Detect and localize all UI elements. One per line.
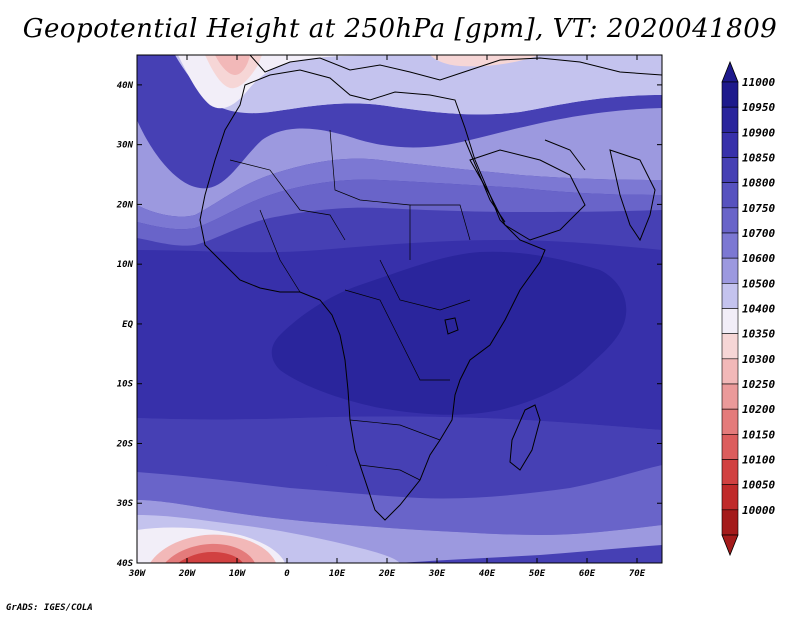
india-coastline <box>609 149 656 242</box>
colorbar-label: 10500 <box>742 277 775 290</box>
persian-gulf <box>544 139 586 171</box>
lon-tick-label: 60E <box>579 569 596 579</box>
colorbar-label: 10850 <box>742 152 775 165</box>
colorbar-swatch <box>721 383 739 410</box>
colorbar-swatch <box>721 459 739 485</box>
colorbar-label: 10050 <box>742 479 775 492</box>
arabia-coastline <box>469 149 586 241</box>
colorbar-swatch <box>721 484 739 511</box>
contour-band-10750-south <box>137 465 662 535</box>
madagascar-coastline <box>509 404 541 471</box>
colorbar-swatch <box>721 434 739 460</box>
africa-coastline <box>199 69 546 521</box>
colorbar-label: 10400 <box>742 303 775 316</box>
colorbar-label: 10300 <box>742 353 775 366</box>
colorbar-swatch <box>721 408 739 435</box>
contour-band-10700 <box>137 158 662 230</box>
grads-credit: GrADS: IGES/COLA <box>6 603 93 613</box>
colorbar-label: 10000 <box>742 504 775 517</box>
longitude-axis: 30W 20W 10W 0 10E 20E 30E 40E 50E 60E 70E <box>128 55 646 579</box>
lat-tick-label: 20N <box>116 200 134 210</box>
colorbar-label: 11000 <box>742 76 775 89</box>
colorbar-label: 10100 <box>742 454 775 467</box>
lon-tick-label: 70E <box>629 569 646 579</box>
colorbar-label: 10600 <box>742 252 775 265</box>
map-title: Geopotential Height at 250hPa [gpm], VT:… <box>22 14 778 44</box>
colorbar-label: 10250 <box>742 378 775 391</box>
colorbar-swatch <box>721 132 739 158</box>
lon-tick-label: 50E <box>529 569 546 579</box>
lon-tick-label: 30E <box>428 569 446 579</box>
contour-band-10850-south <box>137 416 662 471</box>
colorbar-swatch <box>721 358 739 385</box>
contour-band-10500-north-patch <box>232 64 662 115</box>
contour-band-10100-south <box>178 552 243 563</box>
lat-tick-label: 40N <box>117 81 134 91</box>
colorbar-swatch <box>721 207 739 234</box>
lat-tick-label: 10S <box>117 380 134 390</box>
contour-band-10600 <box>137 108 662 217</box>
colorbar-bottom-arrow <box>721 534 739 557</box>
colorbar-swatch <box>721 257 739 284</box>
country-borders <box>229 129 471 481</box>
contour-band-10350-northeast <box>430 55 540 67</box>
lon-tick-label: 10E <box>329 569 346 579</box>
colorbar-swatch <box>721 283 739 309</box>
latitude-axis: 40N 30N 20N 10N EQ 10S 20S 30S 40S <box>116 81 662 569</box>
contour-band-10750 <box>137 179 662 246</box>
plot-area <box>137 55 662 563</box>
coastlines <box>199 55 662 521</box>
lake-victoria <box>444 317 459 335</box>
colorbar-swatch <box>721 157 739 183</box>
colorbar-label: 10900 <box>742 126 775 139</box>
lon-tick-label: 10W <box>229 569 247 579</box>
contour-band-10300-north <box>215 55 250 75</box>
lat-tick-label: 40S <box>117 559 134 569</box>
lat-tick-label: 30N <box>116 141 134 151</box>
colorbar-swatch <box>721 333 739 360</box>
colorbar: 11000 10950 10900 10850 10800 10750 10700 10600… <box>721 60 775 557</box>
colorbar-swatch <box>721 232 739 259</box>
lon-tick-label: 20W <box>178 569 197 579</box>
colorbar-swatch <box>721 106 739 133</box>
colorbar-label: 10750 <box>742 202 775 215</box>
colorbar-top-arrow <box>721 60 739 83</box>
lon-tick-label: 30W <box>128 569 147 579</box>
lat-tick-label: EQ <box>122 320 133 330</box>
lat-tick-label: 10N <box>117 260 134 270</box>
colorbar-swatch <box>721 81 739 108</box>
plot-frame <box>136 54 663 564</box>
lat-tick-label: 30S <box>116 499 134 509</box>
lon-tick-label: 40E <box>479 569 496 579</box>
lon-tick-label: 0 <box>284 569 290 579</box>
colorbar-label: 10700 <box>742 227 775 240</box>
lon-tick-label: 20E <box>378 569 396 579</box>
colorbar-label: 10350 <box>742 328 775 341</box>
red-sea <box>464 139 506 223</box>
colorbar-label: 10800 <box>742 177 775 190</box>
colorbar-label: 10150 <box>742 428 775 441</box>
colorbar-swatch <box>721 308 739 334</box>
colorbar-label: 10950 <box>742 101 775 114</box>
colorbar-label: 10200 <box>742 403 775 416</box>
europe-coastline <box>249 55 662 81</box>
colorbar-swatch <box>721 509 739 536</box>
lat-tick-label: 20S <box>116 439 134 449</box>
colorbar-swatch <box>721 182 739 209</box>
